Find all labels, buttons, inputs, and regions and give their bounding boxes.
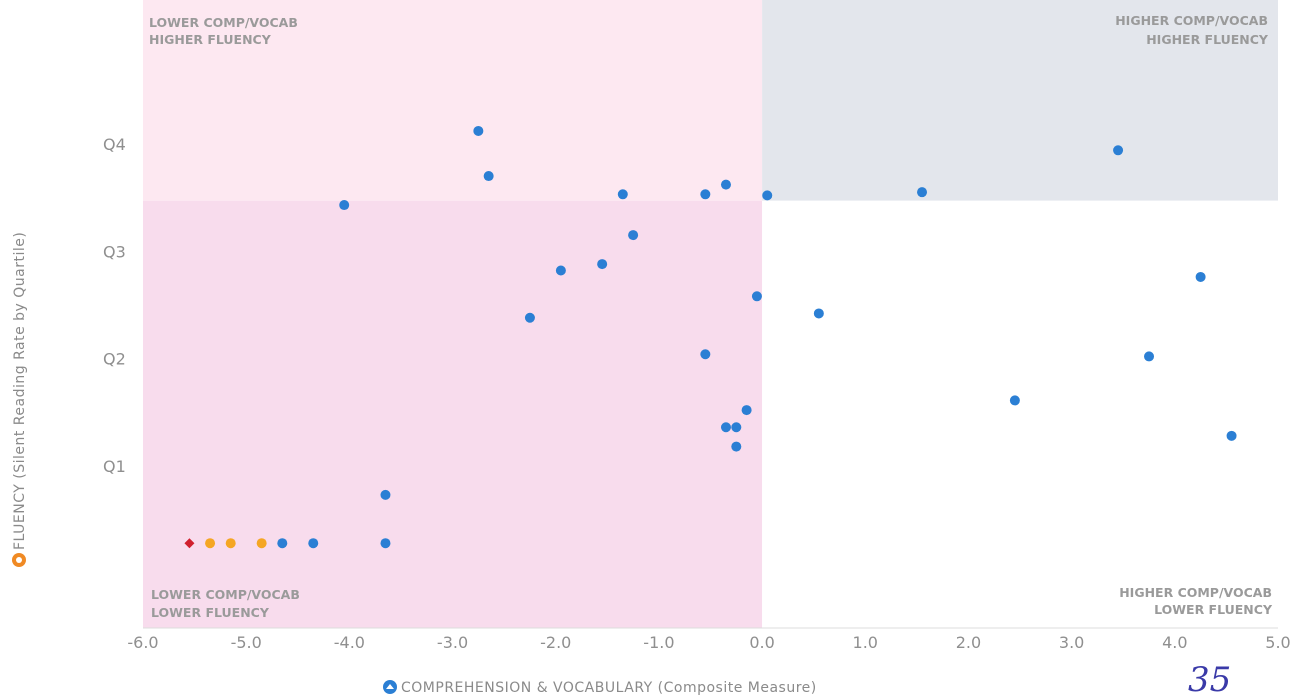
data-point bbox=[751, 291, 762, 302]
data-point bbox=[720, 179, 731, 190]
data-point bbox=[483, 171, 494, 182]
quadrant-label-top-right-line1: HIGHER COMP/VOCAB bbox=[1115, 13, 1268, 28]
quadrant-label-bottom-left-line1: LOWER COMP/VOCAB bbox=[151, 587, 300, 602]
data-point bbox=[1113, 145, 1124, 156]
data-point bbox=[225, 538, 236, 549]
data-point bbox=[720, 422, 731, 433]
data-point bbox=[473, 125, 484, 136]
data-point bbox=[524, 312, 535, 323]
x-tick-label: -6.0 bbox=[127, 633, 158, 652]
y-tick-label: Q1 bbox=[103, 457, 126, 476]
x-axis-ticks: -6.0 -5.0 -4.0 -3.0 -2.0 -1.0 0.0 1.0 2.0 3.0 4.0 5… bbox=[127, 633, 1290, 652]
x-tick-label: -4.0 bbox=[334, 633, 365, 652]
data-point bbox=[555, 265, 566, 276]
data-point bbox=[1195, 271, 1206, 282]
data-point bbox=[597, 259, 608, 270]
data-points bbox=[184, 125, 1237, 549]
data-point bbox=[813, 308, 824, 319]
quadrant-label-top-right-line2: HIGHER FLUENCY bbox=[1146, 32, 1269, 47]
quadrant-label-top-left-line1: LOWER COMP/VOCAB bbox=[149, 15, 298, 30]
y-tick-label: Q2 bbox=[103, 350, 126, 369]
data-point bbox=[731, 441, 742, 452]
x-tick-label: 4.0 bbox=[1162, 633, 1187, 652]
data-point bbox=[700, 189, 711, 200]
x-tick-label: -2.0 bbox=[540, 633, 571, 652]
x-axis-title: COMPREHENSION & VOCABULARY (Composite Me… bbox=[401, 680, 817, 696]
quadrant-bottom-left-bg bbox=[143, 200, 763, 628]
quadrant-top-right-bg bbox=[762, 0, 1278, 201]
quadrant-label-bottom-right-line1: HIGHER COMP/VOCAB bbox=[1119, 585, 1272, 600]
data-point bbox=[308, 538, 319, 549]
data-point bbox=[256, 538, 267, 549]
x-tick-label: 2.0 bbox=[956, 633, 981, 652]
data-point bbox=[762, 190, 773, 201]
quadrant-top-left-bg bbox=[143, 0, 763, 201]
x-tick-label: 3.0 bbox=[1059, 633, 1084, 652]
data-point bbox=[917, 187, 928, 198]
quadrant-label-top-left-line2: HIGHER FLUENCY bbox=[149, 32, 272, 47]
data-point bbox=[277, 538, 288, 549]
data-point bbox=[617, 189, 628, 200]
x-tick-label: 0.0 bbox=[749, 633, 774, 652]
x-tick-label: 5.0 bbox=[1265, 633, 1290, 652]
data-point bbox=[1009, 395, 1020, 406]
x-tick-label: -5.0 bbox=[231, 633, 262, 652]
data-point bbox=[1226, 430, 1237, 441]
handwritten-annotation: 35 bbox=[1188, 660, 1232, 700]
data-point bbox=[1144, 351, 1155, 362]
data-point bbox=[380, 538, 391, 549]
data-point bbox=[741, 405, 752, 416]
y-tick-label: Q4 bbox=[103, 135, 126, 154]
data-point bbox=[628, 230, 639, 241]
x-tick-label: -1.0 bbox=[643, 633, 674, 652]
data-point bbox=[700, 349, 711, 360]
fluency-icon bbox=[12, 553, 26, 567]
x-tick-label: -3.0 bbox=[437, 633, 468, 652]
quadrant-label-bottom-left-line2: LOWER FLUENCY bbox=[151, 605, 270, 620]
data-point bbox=[339, 200, 350, 211]
y-axis-title-group: FLUENCY (Silent Reading Rate by Quartile… bbox=[12, 232, 28, 567]
data-point bbox=[184, 538, 195, 549]
data-point bbox=[205, 538, 216, 549]
quadrant-bottom-right-bg bbox=[762, 200, 1278, 628]
y-axis-ticks: Q1 Q2 Q3 Q4 bbox=[103, 135, 126, 476]
y-tick-label: Q3 bbox=[103, 242, 126, 261]
data-point bbox=[731, 422, 742, 433]
data-point bbox=[380, 489, 391, 500]
quadrant-label-bottom-right-line2: LOWER FLUENCY bbox=[1154, 602, 1273, 617]
comprehension-icon bbox=[383, 680, 397, 694]
y-axis-title: FLUENCY (Silent Reading Rate by Quartile… bbox=[12, 232, 28, 550]
x-axis-title-group: COMPREHENSION & VOCABULARY (Composite Me… bbox=[383, 680, 817, 696]
x-tick-label: 1.0 bbox=[853, 633, 878, 652]
